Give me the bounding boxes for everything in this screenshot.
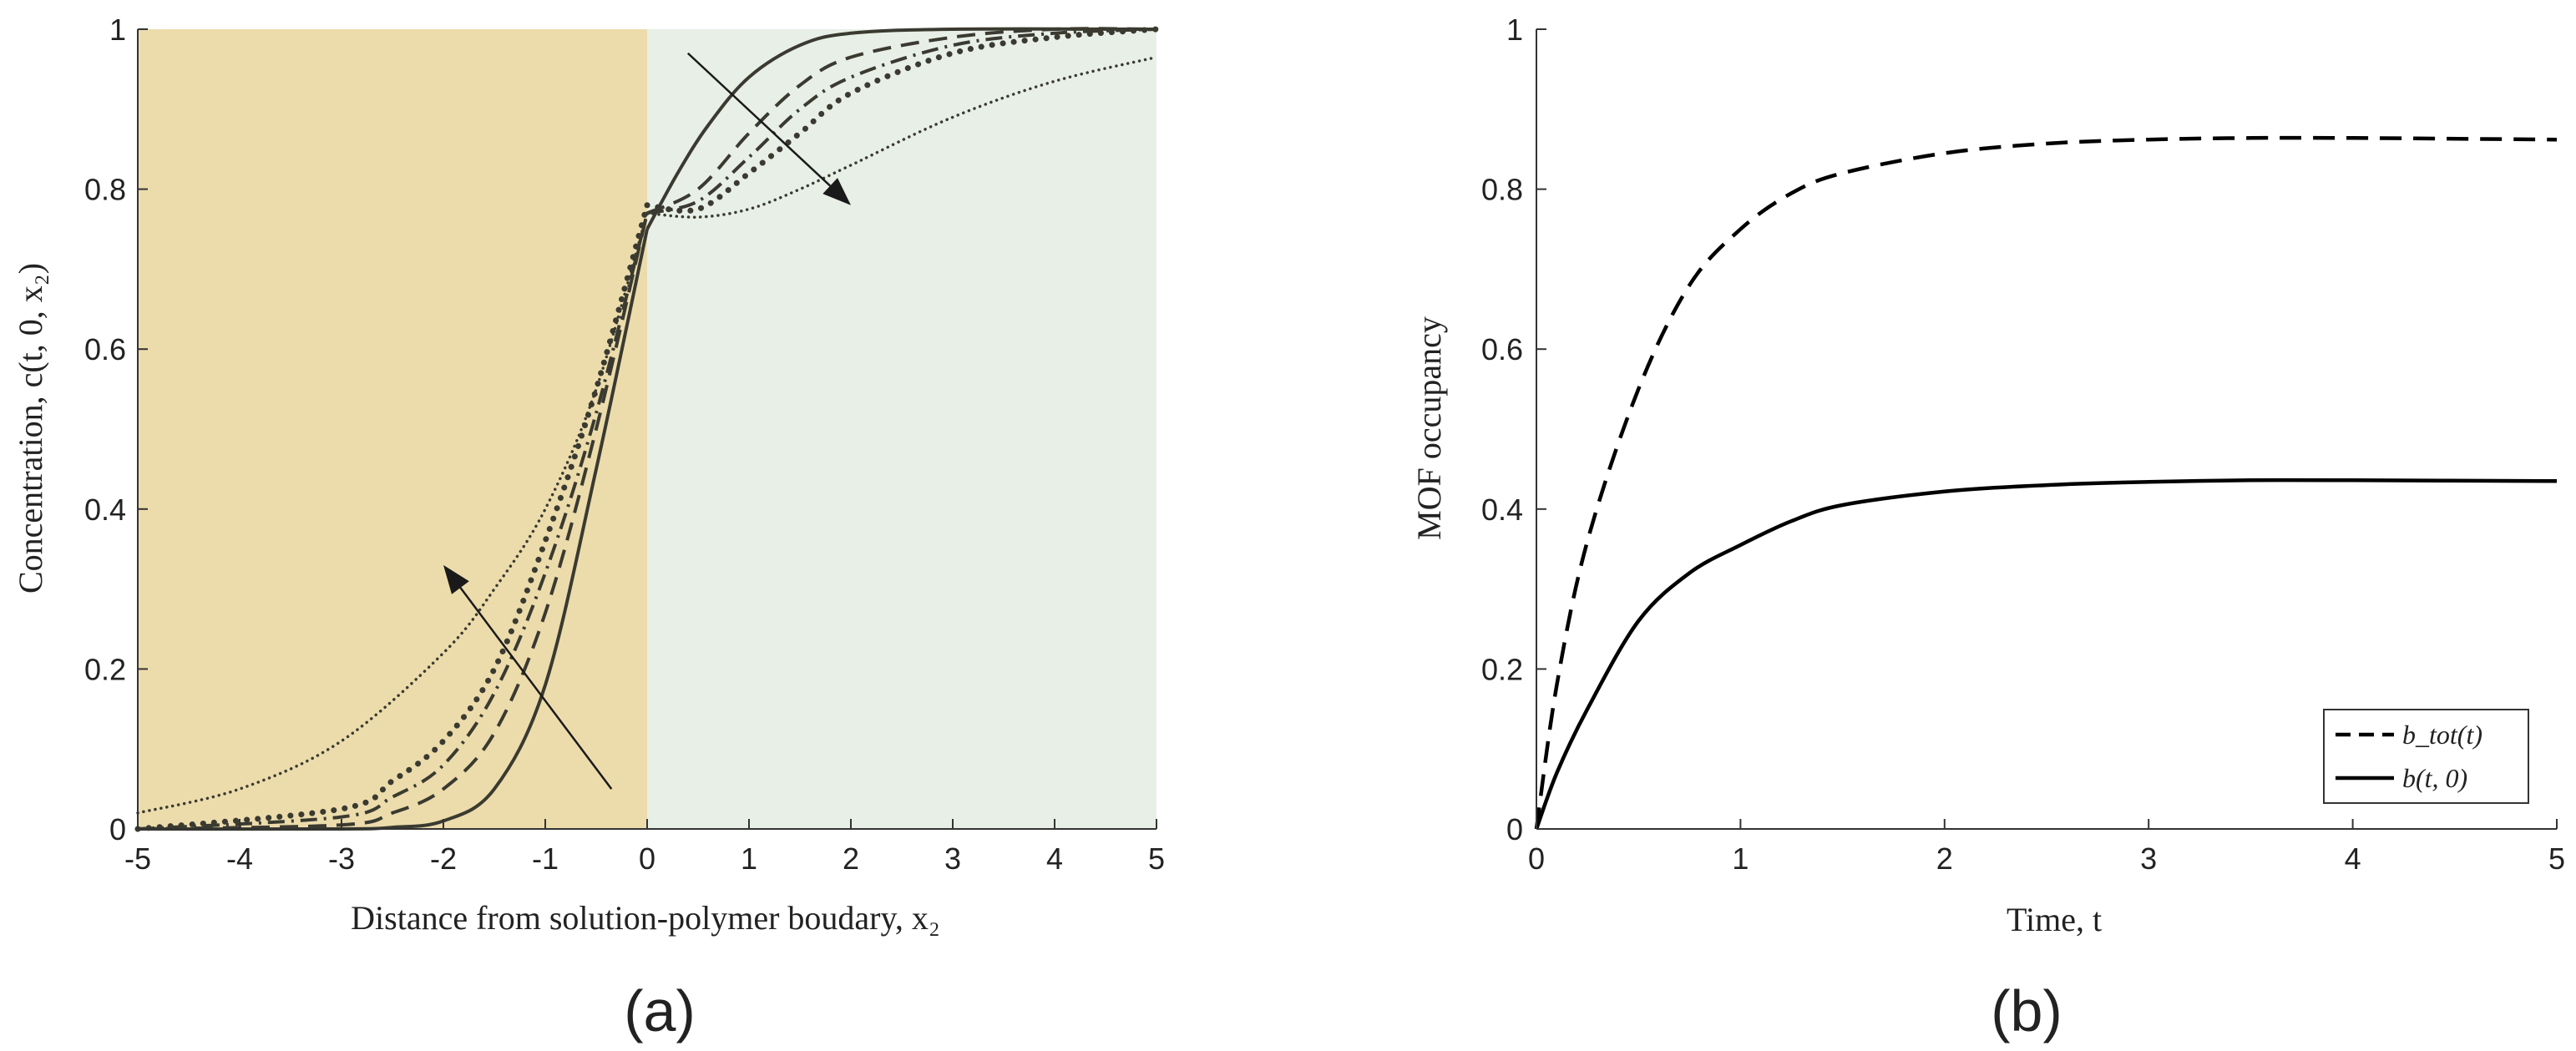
x-tick-label: 3 [944, 841, 961, 876]
axes-frame [1536, 28, 2558, 830]
tick-labels: 0 1 2 3 4 5 0 0.2 0.4 0.6 0.8 1 [1481, 13, 2565, 876]
x-tick-label: 4 [1046, 841, 1063, 876]
series-line-5-left [136, 211, 649, 815]
x-tick-label: 1 [1732, 841, 1749, 876]
y-tick-label: 0.6 [1481, 332, 1523, 366]
x-tick-label: -4 [226, 841, 253, 876]
series-line-4-left [134, 202, 650, 832]
x-tick-label: 5 [2548, 841, 2565, 876]
arrows-group [443, 52, 851, 790]
y-axis-label: Concentration, c(t, 0, x₂) [12, 263, 49, 594]
arrow-1 [443, 564, 613, 790]
x-tick-label: -1 [532, 841, 559, 876]
panel-label-b: (b) [1991, 978, 2062, 1043]
x-tick-label: 3 [2140, 841, 2157, 876]
y-tick-label: 0.8 [84, 173, 126, 207]
y-tick-label: 1 [1506, 13, 1523, 47]
y-tick-label: 0.6 [84, 332, 126, 366]
panel-b: 0 1 2 3 4 5 0 0.2 0.4 0.6 0.8 1 b_tot(t) b(t, 0) Tim… [1410, 13, 2565, 1043]
x-tick-label: -3 [328, 841, 355, 876]
y-tick-label: 0 [109, 812, 126, 846]
x-tick-label: 0 [1528, 841, 1545, 876]
series-line-4-right [644, 26, 1160, 215]
x-tick-label: 5 [1148, 841, 1165, 876]
series-line-3-left [137, 212, 649, 831]
region-solution [138, 29, 647, 829]
x-tick-label: 0 [639, 841, 655, 876]
x-tick-label: -2 [430, 841, 457, 876]
legend-box [2323, 709, 2529, 804]
y-tick-label: 0.4 [1481, 493, 1523, 527]
panel-label-a: (a) [624, 978, 696, 1043]
series-line-2-right [646, 27, 1157, 215]
y-axis-label: MOF occupancy [1410, 316, 1448, 540]
series-line-1 [1534, 135, 2558, 830]
y-tick-label: 0.8 [1481, 173, 1523, 207]
series-line-2 [1534, 477, 2558, 830]
tick-labels: -5 -4 -3 -2 -1 0 1 2 3 4 5 0 0.2 0.4 0.6 0.8 1 [84, 13, 1165, 876]
x-tick-label: 4 [2345, 841, 2361, 876]
y-tick-label: 0.2 [1481, 652, 1523, 686]
legend: b_tot(t) b(t, 0) [2323, 709, 2529, 804]
series-group [1534, 135, 2558, 830]
series-line-3-right [646, 28, 1157, 215]
panel-a: -5 -4 -3 -2 -1 0 1 2 3 4 5 0 0.2 0.4 0.6 0.8 1 Distance … [12, 13, 1165, 1043]
arrow-2 [686, 52, 851, 205]
x-tick-label: -5 [124, 841, 151, 876]
x-axis-label: Time, t [2007, 901, 2102, 938]
legend-label: b(t, 0) [2402, 763, 2467, 793]
y-tick-label: 0.2 [84, 652, 126, 686]
series-line-1-right [645, 27, 1157, 230]
background-regions [138, 29, 1156, 829]
x-tick-label: 1 [741, 841, 757, 876]
region-polymer [647, 29, 1156, 829]
y-tick-label: 1 [109, 13, 126, 47]
axes-frame [137, 28, 1157, 830]
x-tick-label: 2 [1936, 841, 1953, 876]
y-tick-label: 0.4 [84, 493, 126, 527]
series-line-5-right [645, 55, 1158, 219]
y-tick-label: 0 [1506, 812, 1523, 846]
legend-label: b_tot(t) [2402, 720, 2482, 750]
x-axis-label: Distance from solution-polymer boudary, … [351, 899, 940, 937]
x-tick-label: 2 [843, 841, 859, 876]
